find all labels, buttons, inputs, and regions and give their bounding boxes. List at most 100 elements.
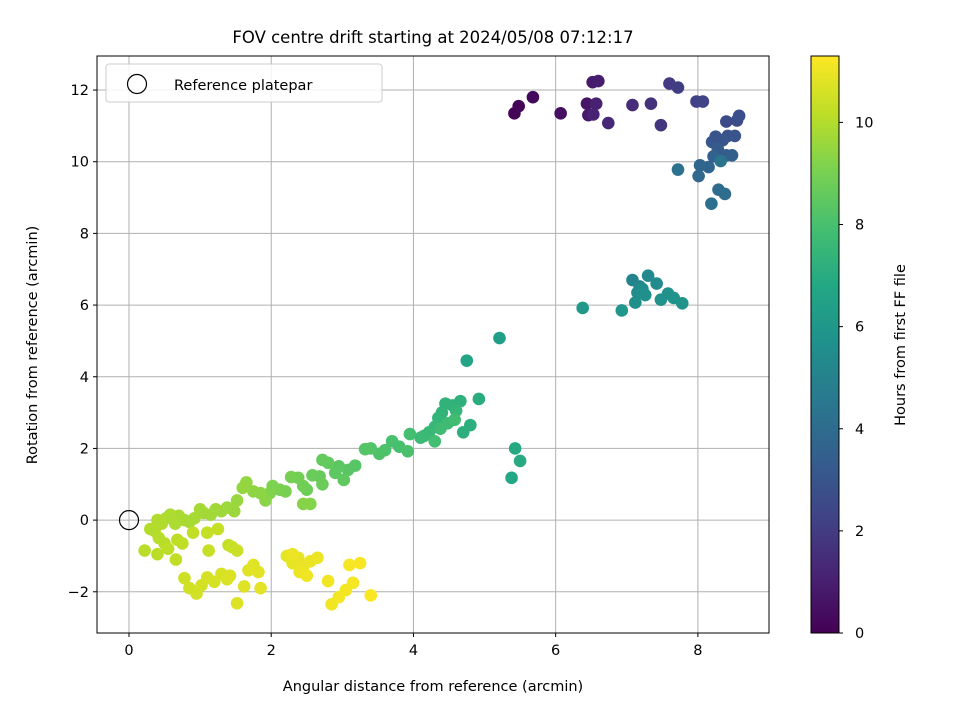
colorbar-ticks: 0 2 4 6 8 10 (839, 115, 873, 642)
scatter-point (151, 513, 164, 527)
scatter-point (728, 129, 742, 143)
scatter-point (434, 422, 447, 436)
scatter-point (151, 547, 164, 561)
scatter-point (472, 392, 486, 406)
scatter-point (193, 503, 207, 516)
reference-platepar-marker (118, 510, 140, 531)
y-tick-label: 4 (80, 370, 89, 386)
y-tick-label: 0 (80, 513, 89, 529)
x-axis-ticks: 0 2 4 6 8 (124, 633, 703, 659)
scatter-point (237, 580, 251, 593)
scatter-point (247, 485, 260, 498)
scatter-point (169, 553, 183, 566)
scatter-point (428, 434, 442, 448)
scatter-point (526, 90, 540, 104)
colorbar-tick-label: 4 (855, 422, 864, 438)
scatter-point (512, 99, 525, 113)
scatter-point (456, 426, 470, 439)
legend-marker-circle (126, 73, 148, 95)
scatter-point (714, 154, 727, 168)
y-tick-label: 8 (80, 226, 89, 242)
y-axis-label: Rotation from reference (arcmin) (25, 226, 41, 465)
scatter-point (337, 473, 351, 487)
colorbar-tick-label: 8 (855, 218, 864, 234)
scatter-point (615, 304, 629, 317)
scatter-point (296, 497, 310, 511)
scatter-point (580, 97, 594, 110)
y-tick-label: 6 (80, 298, 89, 314)
scatter-point (385, 434, 399, 448)
scatter-point (505, 471, 518, 485)
scatter-point (328, 466, 342, 480)
scatter-point (176, 537, 189, 550)
scatter-point (144, 522, 157, 536)
scatter-point (638, 288, 652, 302)
scatter-point (671, 81, 685, 94)
x-tick-label: 6 (551, 643, 560, 659)
scatter-point (460, 354, 474, 367)
scatter-point (300, 569, 314, 582)
scatter-point (508, 442, 522, 455)
colorbar-tick-label: 0 (855, 626, 864, 642)
y-axis-ticks: −2 0 2 4 6 8 10 12 (68, 83, 97, 601)
scatter-point (223, 569, 237, 582)
legend-box (105, 63, 383, 103)
scatter-point (178, 571, 191, 585)
scatter-point (692, 169, 705, 183)
scatter-point (626, 98, 639, 112)
scatter-point (225, 540, 239, 554)
scatter-point (343, 558, 356, 572)
scatter-point (353, 556, 367, 570)
colorbar: 0 2 4 6 8 10 Hours from first FF file (810, 55, 909, 642)
data-points (118, 74, 746, 611)
y-tick-label: 2 (80, 441, 89, 457)
scatter-point (230, 596, 244, 610)
y-tick-label: 12 (71, 83, 89, 99)
scatter-point (286, 547, 299, 561)
scatter-point (414, 431, 427, 444)
grid-lines (97, 56, 769, 633)
scatter-point (236, 481, 250, 495)
scatter-point (254, 581, 267, 595)
scatter-point (403, 427, 417, 441)
scatter-point (587, 108, 600, 121)
scatter-point (316, 453, 329, 467)
scatter-point (671, 163, 685, 176)
scatter-point (650, 277, 663, 290)
scatter-point (316, 477, 329, 491)
scatter-point (202, 544, 215, 557)
scatter-point (554, 107, 567, 120)
scatter-point (311, 551, 324, 565)
scatter-point (161, 542, 175, 556)
scatter-point (641, 269, 655, 282)
scatter-point (675, 296, 689, 310)
x-tick-label: 8 (693, 643, 702, 659)
x-tick-label: 2 (267, 643, 276, 659)
scatter-point (720, 115, 733, 128)
x-tick-label: 0 (124, 643, 133, 659)
scatter-point (732, 109, 746, 123)
colorbar-tick-label: 10 (855, 115, 873, 131)
scatter-point (401, 444, 415, 458)
scatter-point (592, 74, 605, 88)
scatter-point (589, 97, 603, 110)
colorbar-tick-label: 2 (855, 524, 864, 540)
scatter-point (725, 148, 739, 162)
scatter-point (306, 469, 319, 482)
scatter-point (693, 159, 707, 172)
scatter-point (493, 331, 506, 345)
scatter-point (644, 97, 658, 110)
scatter-point (601, 116, 615, 130)
scatter-point (709, 130, 722, 143)
y-tick-label: −2 (68, 585, 89, 601)
scatter-point (654, 118, 668, 132)
scatter-point (364, 589, 378, 602)
y-tick-label: 10 (71, 155, 89, 171)
scatter-point (718, 187, 732, 201)
scatter-point (696, 95, 710, 108)
colorbar-tick-label: 6 (855, 320, 864, 336)
x-axis-label: Angular distance from reference (arcmin) (283, 679, 583, 695)
colorbar-label: Hours from first FF file (893, 264, 909, 426)
